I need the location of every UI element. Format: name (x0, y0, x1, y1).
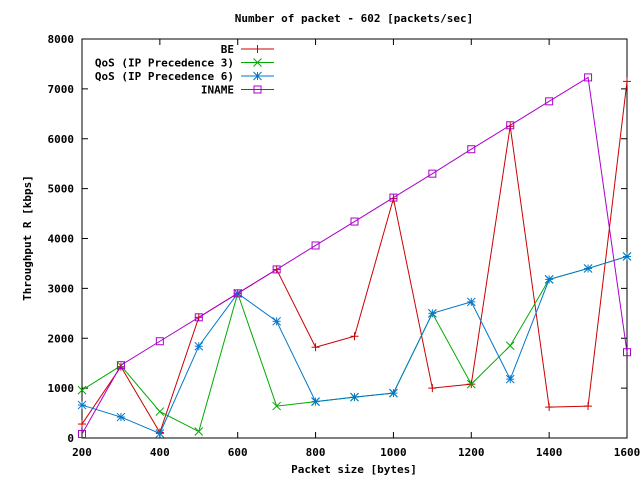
data-point (544, 275, 554, 284)
y-tick-label: 7000 (48, 83, 75, 96)
data-point (272, 401, 281, 411)
data-point (623, 348, 631, 357)
data-point (389, 388, 398, 398)
data-point (545, 403, 554, 412)
data-point (505, 374, 515, 384)
x-tick-label: 800 (306, 446, 326, 459)
y-tick-label: 1000 (48, 382, 75, 395)
x-tick-label: 400 (150, 446, 170, 459)
x-tick-label: 1000 (380, 446, 407, 459)
chart-title: Number of packet - 602 [packets/sec] (235, 12, 473, 25)
data-point (194, 341, 204, 351)
data-point (116, 362, 125, 371)
series-line (81, 81, 628, 434)
legend-marker (253, 71, 262, 81)
data-point (428, 169, 437, 178)
data-point (194, 427, 204, 436)
legend-marker (253, 85, 262, 94)
data-point (428, 384, 437, 393)
data-point (467, 145, 476, 154)
axis-ticks: 200 400 600 800 1000 1200 1400 1600 0 1000 2000 300… (48, 33, 640, 459)
data-point (233, 289, 242, 298)
legend-label: BE (221, 43, 234, 56)
legend-label: QoS (IP Precedence 6) (95, 70, 234, 83)
data-point (506, 121, 515, 130)
y-tick-label: 3000 (48, 282, 75, 295)
data-point (545, 97, 554, 106)
data-point (584, 402, 593, 411)
data-point (78, 430, 86, 439)
data-point (584, 73, 593, 82)
data-point (466, 297, 476, 307)
x-tick-label: 1200 (458, 446, 485, 459)
y-tick-label: 8000 (48, 33, 75, 46)
legend-label: QoS (IP Precedence 3) (95, 57, 234, 70)
series-layer (77, 73, 632, 439)
series-3 (78, 73, 631, 439)
data-point (311, 343, 320, 352)
series-2 (77, 252, 632, 438)
data-point (155, 337, 164, 346)
y-tick-label: 6000 (48, 133, 75, 146)
data-point (272, 265, 281, 274)
data-point (311, 241, 320, 250)
data-point (350, 217, 359, 226)
y-axis-label: Throughput R [kbps] (21, 175, 34, 301)
legend-marker (253, 45, 262, 53)
legend-item: QoS (IP Precedence 6) (95, 70, 274, 83)
x-axis-label: Packet size [bytes] (291, 463, 417, 476)
data-point (583, 264, 593, 273)
series-0 (78, 77, 631, 437)
data-point (194, 313, 203, 322)
legend-label: INAME (201, 84, 234, 97)
data-point (623, 77, 631, 86)
data-point (77, 385, 87, 395)
y-tick-label: 2000 (48, 332, 75, 345)
data-point (155, 407, 165, 416)
data-point (272, 316, 281, 326)
data-point (311, 397, 320, 406)
legend-item: INAME (201, 84, 274, 97)
data-point (505, 341, 515, 351)
legend-marker (253, 58, 262, 67)
y-tick-label: 5000 (48, 183, 75, 196)
data-point (116, 412, 126, 422)
data-point (622, 252, 632, 261)
x-tick-label: 1400 (536, 446, 563, 459)
data-point (77, 400, 87, 410)
data-point (428, 308, 437, 318)
y-tick-label: 4000 (48, 233, 75, 246)
x-tick-label: 200 (72, 446, 92, 459)
x-tick-label: 1600 (614, 446, 640, 459)
data-point (116, 361, 125, 370)
data-point (350, 332, 359, 341)
y-tick-label: 0 (67, 432, 74, 445)
series-line (81, 76, 628, 435)
data-point (155, 429, 165, 438)
data-point (350, 392, 359, 402)
data-point (78, 420, 86, 429)
legend-item: QoS (IP Precedence 3) (95, 57, 274, 70)
x-tick-label: 600 (228, 446, 248, 459)
data-point (389, 193, 398, 202)
legend-item: BE (221, 43, 274, 56)
data-point (466, 379, 476, 389)
